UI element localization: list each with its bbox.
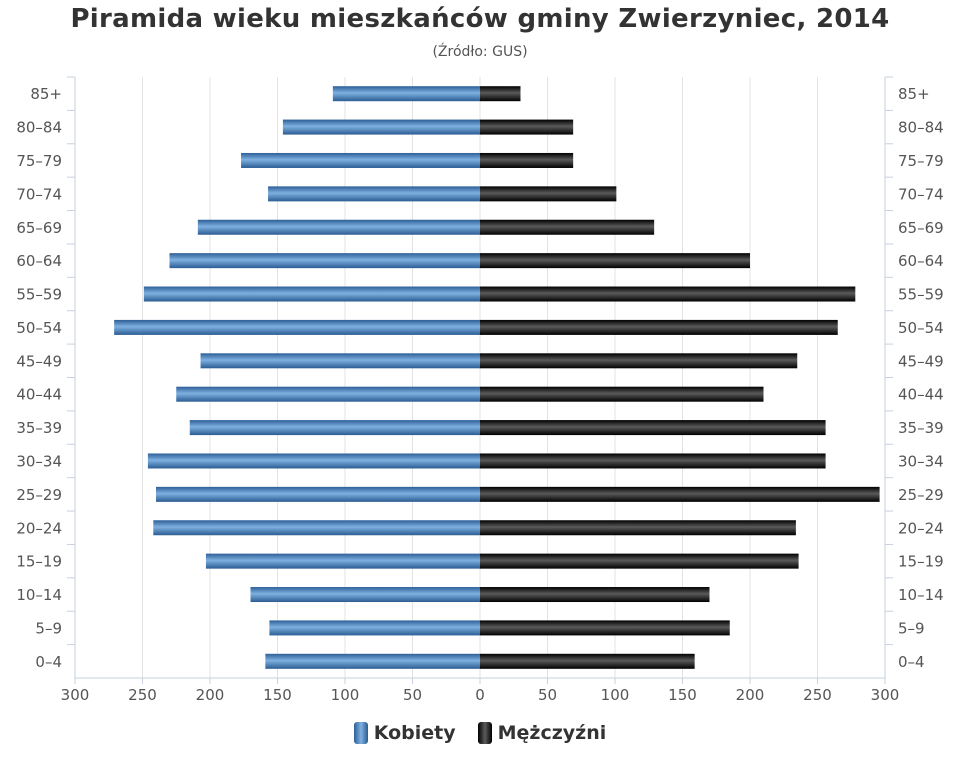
- x-tick-label: 200: [196, 686, 225, 704]
- bar-mezczyzni-15: [480, 587, 710, 603]
- bar-kobiety-12: [156, 486, 480, 502]
- bar-kobiety-14: [205, 553, 480, 569]
- right-category-label: 15–19: [898, 553, 944, 571]
- x-tick-label: 0: [475, 686, 485, 704]
- left-category-label: 85+: [30, 85, 62, 103]
- left-category-label: 0–4: [35, 653, 62, 671]
- right-category-label: 55–59: [898, 286, 944, 304]
- left-category-label: 65–69: [16, 219, 62, 237]
- bar-kobiety-6: [143, 286, 480, 302]
- legend-item-mezczyzni[interactable]: Mężczyźni: [477, 722, 607, 744]
- legend: Kobiety Mężczyźni: [0, 722, 960, 744]
- bar-mezczyzni-12: [480, 486, 880, 502]
- left-category-label: 10–14: [16, 586, 62, 604]
- bar-mezczyzni-2: [480, 152, 574, 168]
- x-tick-label: 250: [128, 686, 157, 704]
- right-category-label: 45–49: [898, 352, 944, 370]
- x-tick-label: 50: [538, 686, 557, 704]
- right-category-label: 25–29: [898, 486, 944, 504]
- left-category-label: 35–39: [16, 419, 62, 437]
- bar-mezczyzni-6: [480, 286, 856, 302]
- bar-mezczyzni-5: [480, 253, 750, 269]
- left-category-label: 50–54: [16, 319, 62, 337]
- bar-mezczyzni-9: [480, 386, 764, 402]
- right-category-label: 75–79: [898, 152, 944, 170]
- left-category-label: 20–24: [16, 519, 62, 537]
- legend-label-kobiety: Kobiety: [373, 722, 456, 744]
- left-category-label: 30–34: [16, 452, 62, 470]
- bar-mezczyzni-3: [480, 186, 617, 202]
- right-category-label: 50–54: [898, 319, 944, 337]
- right-category-label: 60–64: [898, 252, 944, 270]
- bar-kobiety-5: [169, 253, 480, 269]
- x-tick-label: 50: [403, 686, 422, 704]
- legend-swatch-mezczyzni: [477, 722, 492, 744]
- bar-mezczyzni-7: [480, 319, 838, 335]
- legend-swatch-kobiety: [353, 722, 368, 744]
- chart-title: Piramida wieku mieszkańców gminy Zwierzy…: [70, 4, 890, 34]
- right-category-label: 30–34: [898, 452, 944, 470]
- bar-kobiety-16: [269, 620, 480, 636]
- right-category-label: 20–24: [898, 519, 944, 537]
- bar-kobiety-13: [153, 520, 481, 536]
- x-tick-label: 150: [263, 686, 292, 704]
- right-category-label: 70–74: [898, 185, 944, 203]
- x-tick-label: 200: [736, 686, 765, 704]
- left-category-label: 45–49: [16, 352, 62, 370]
- right-category-label: 85+: [898, 85, 930, 103]
- x-tick-label: 300: [871, 686, 900, 704]
- left-category-label: 70–74: [16, 185, 62, 203]
- left-category-label: 55–59: [16, 286, 62, 304]
- left-category-label: 60–64: [16, 252, 62, 270]
- bar-mezczyzni-17: [480, 653, 695, 669]
- right-category-label: 35–39: [898, 419, 944, 437]
- right-category-label: 40–44: [898, 386, 944, 404]
- bar-mezczyzni-16: [480, 620, 730, 636]
- right-category-label: 0–4: [898, 653, 925, 671]
- bar-kobiety-11: [147, 453, 480, 469]
- bar-mezczyzni-11: [480, 453, 826, 469]
- right-category-label: 10–14: [898, 586, 944, 604]
- bar-kobiety-10: [189, 420, 480, 436]
- bar-mezczyzni-14: [480, 553, 799, 569]
- left-category-label: 5–9: [35, 619, 62, 637]
- right-category-label: 5–9: [898, 619, 925, 637]
- bar-kobiety-8: [200, 353, 481, 369]
- x-tick-label: 250: [803, 686, 832, 704]
- right-category-label: 65–69: [898, 219, 944, 237]
- bar-kobiety-15: [250, 587, 480, 603]
- legend-item-kobiety[interactable]: Kobiety: [353, 722, 456, 744]
- legend-label-mezczyzni: Mężczyźni: [497, 722, 607, 744]
- x-tick-label: 150: [668, 686, 697, 704]
- bar-kobiety-1: [282, 119, 480, 135]
- x-tick-label: 100: [331, 686, 360, 704]
- bar-mezczyzni-8: [480, 353, 798, 369]
- bar-mezczyzni-1: [480, 119, 574, 135]
- x-tick-label: 100: [601, 686, 630, 704]
- chart-subtitle: (Źródło: GUS): [432, 44, 528, 60]
- left-category-label: 25–29: [16, 486, 62, 504]
- left-category-label: 80–84: [16, 119, 62, 137]
- bar-mezczyzni-4: [480, 219, 655, 235]
- bar-kobiety-4: [197, 219, 480, 235]
- left-category-label: 75–79: [16, 152, 62, 170]
- left-category-label: 40–44: [16, 386, 62, 404]
- bar-mezczyzni-0: [480, 86, 521, 102]
- bar-kobiety-7: [114, 319, 481, 335]
- x-tick-label: 300: [61, 686, 90, 704]
- bar-kobiety-17: [265, 653, 480, 669]
- left-category-label: 15–19: [16, 553, 62, 571]
- bar-mezczyzni-13: [480, 520, 796, 536]
- bar-mezczyzni-10: [480, 420, 826, 436]
- right-category-label: 80–84: [898, 119, 944, 137]
- bar-kobiety-3: [268, 186, 480, 202]
- bar-kobiety-2: [241, 152, 480, 168]
- bar-kobiety-0: [332, 86, 480, 102]
- bar-kobiety-9: [176, 386, 480, 402]
